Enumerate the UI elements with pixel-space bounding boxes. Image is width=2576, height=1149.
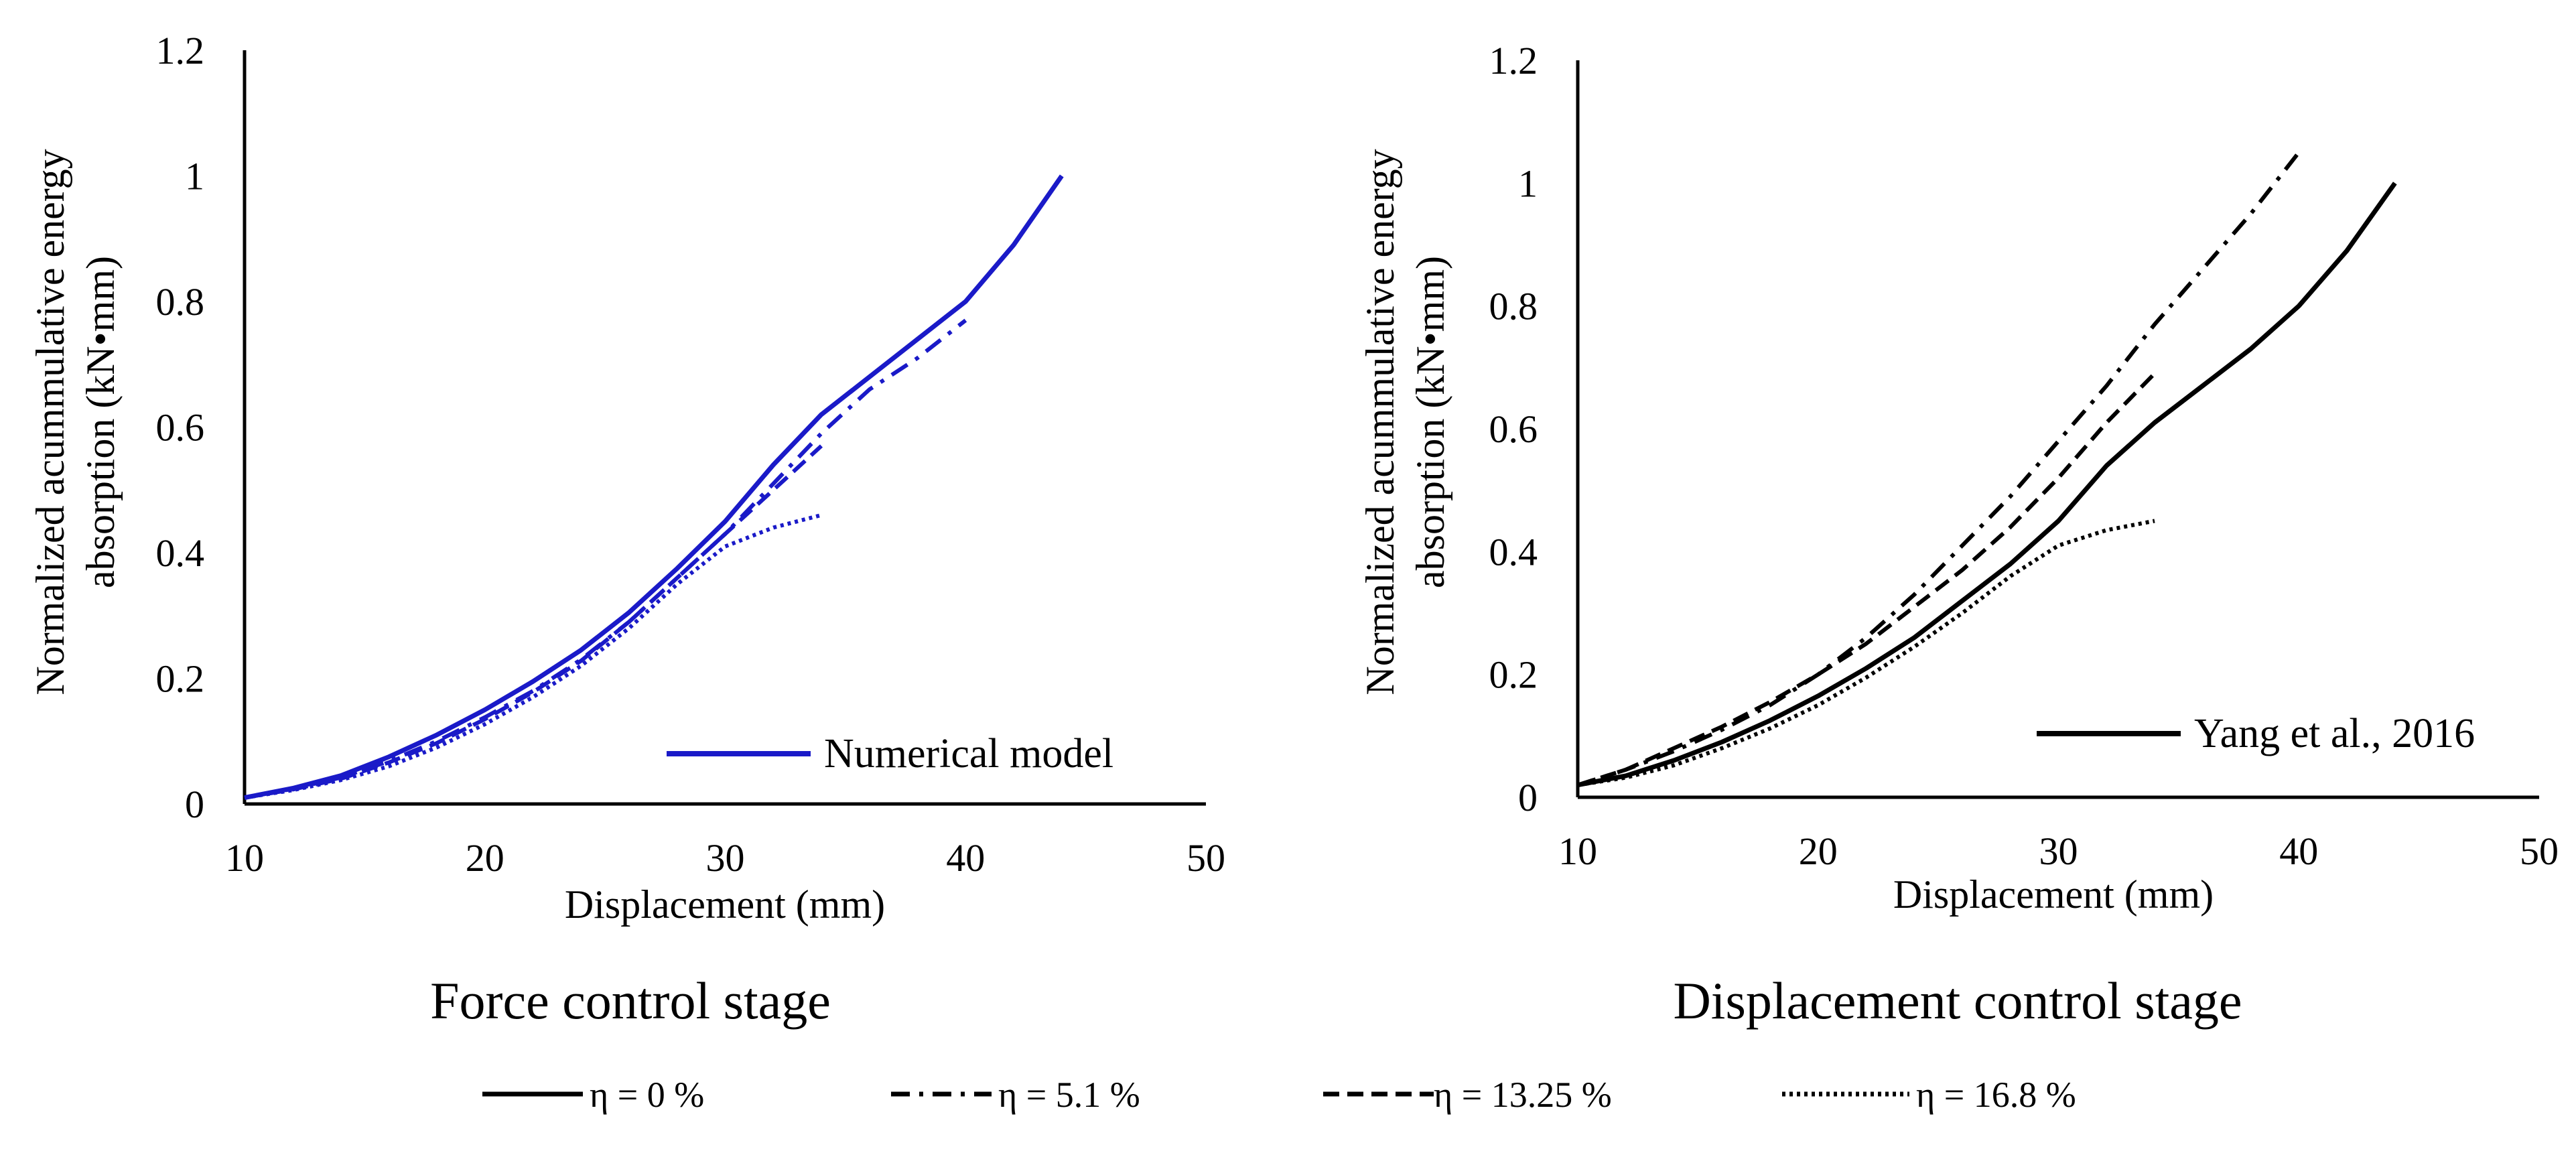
- x-tick-label: 40: [946, 836, 985, 880]
- series-line-dashdot: [1577, 151, 2301, 787]
- y-tick-label: 1: [1518, 161, 1538, 205]
- series-line-dotted: [244, 513, 822, 800]
- chart-legend: Numerical model: [667, 731, 1113, 776]
- x-tick-label: 10: [225, 836, 264, 880]
- y-axis-label-line2: absorption (kN•mm): [1408, 256, 1452, 588]
- legend-label-eta-13-25: η = 13.25 %: [1434, 1075, 1612, 1115]
- y-tick-label: 0.4: [156, 531, 205, 575]
- x-tick-label: 10: [1558, 829, 1597, 873]
- y-tick-label: 0.2: [156, 657, 205, 701]
- y-tick-label: 1.2: [156, 29, 205, 72]
- y-tick-label: 0: [1518, 776, 1538, 819]
- chart-title: Force control stage: [430, 971, 831, 1030]
- y-tick-label: 1.2: [1489, 39, 1538, 82]
- y-axis-label-line1: Normalized acummulative energy: [28, 149, 72, 695]
- series-line-solid: [1577, 182, 2397, 788]
- y-tick-label: 0.6: [1489, 407, 1538, 451]
- y-tick-label: 0.2: [1489, 653, 1538, 697]
- shared-legend: η = 0 % η = 5.1 % η = 13.25 % η = 16.8 %: [482, 1075, 2076, 1115]
- y-tick-label: 0.6: [156, 406, 205, 450]
- series-line-dashed: [244, 444, 823, 800]
- y-axis-label-line1: Normalized acummulative energy: [1358, 149, 1402, 695]
- x-tick-label: 30: [706, 836, 745, 880]
- y-tick-label: 0: [185, 783, 204, 826]
- y-axis-label-line2: absorption (kN•mm): [78, 256, 123, 588]
- tick-labels: 10 20 30 40 50 0 0.2 0.4 0.6 0.8 1 1.2: [156, 29, 1226, 880]
- x-tick-label: 40: [2279, 829, 2318, 873]
- y-tick-label: 1: [185, 155, 204, 198]
- legend-label-eta-16-8: η = 16.8 %: [1916, 1075, 2076, 1115]
- series-layer: [244, 174, 1064, 801]
- series-line-dashdot: [244, 318, 967, 800]
- x-tick-label: 50: [1187, 836, 1225, 880]
- x-tick-label: 20: [1799, 829, 1838, 873]
- legend-label-eta-0: η = 0 %: [590, 1075, 704, 1115]
- axes: [243, 50, 1206, 806]
- x-axis-label: Displacement (mm): [1893, 872, 2214, 917]
- y-tick-label: 0.4: [1489, 530, 1538, 573]
- x-tick-label: 20: [466, 836, 504, 880]
- chart-force-control: 10 20 30 40 50 0 0.2 0.4 0.6 0.8 1 1.2 Normalized a…: [28, 29, 1225, 1030]
- axes: [1576, 60, 2539, 799]
- x-tick-label: 30: [2039, 829, 2078, 873]
- chart-title: Displacement control stage: [1673, 971, 2242, 1030]
- chart-legend: Yang et al., 2016: [2037, 711, 2475, 756]
- legend-label-numerical: Numerical model: [824, 731, 1113, 776]
- series-line-dotted: [1577, 519, 2155, 787]
- series-line-solid: [244, 174, 1064, 801]
- x-axis-label: Displacement (mm): [565, 882, 885, 927]
- tick-labels: 10 20 30 40 50 0 0.2 0.4 0.6 0.8 1 1.2: [1489, 39, 2559, 873]
- series-layer: [1577, 151, 2397, 788]
- y-tick-label: 0.8: [156, 280, 205, 324]
- x-tick-label: 50: [2520, 829, 2559, 873]
- series-line-dashed: [1577, 372, 2157, 787]
- legend-label-yang: Yang et al., 2016: [2194, 711, 2475, 756]
- y-tick-label: 0.8: [1489, 285, 1538, 328]
- legend-label-eta-5-1: η = 5.1 %: [998, 1075, 1140, 1115]
- chart-displacement-control: 10 20 30 40 50 0 0.2 0.4 0.6 0.8 1 1.2 Normalized a…: [1358, 39, 2559, 1030]
